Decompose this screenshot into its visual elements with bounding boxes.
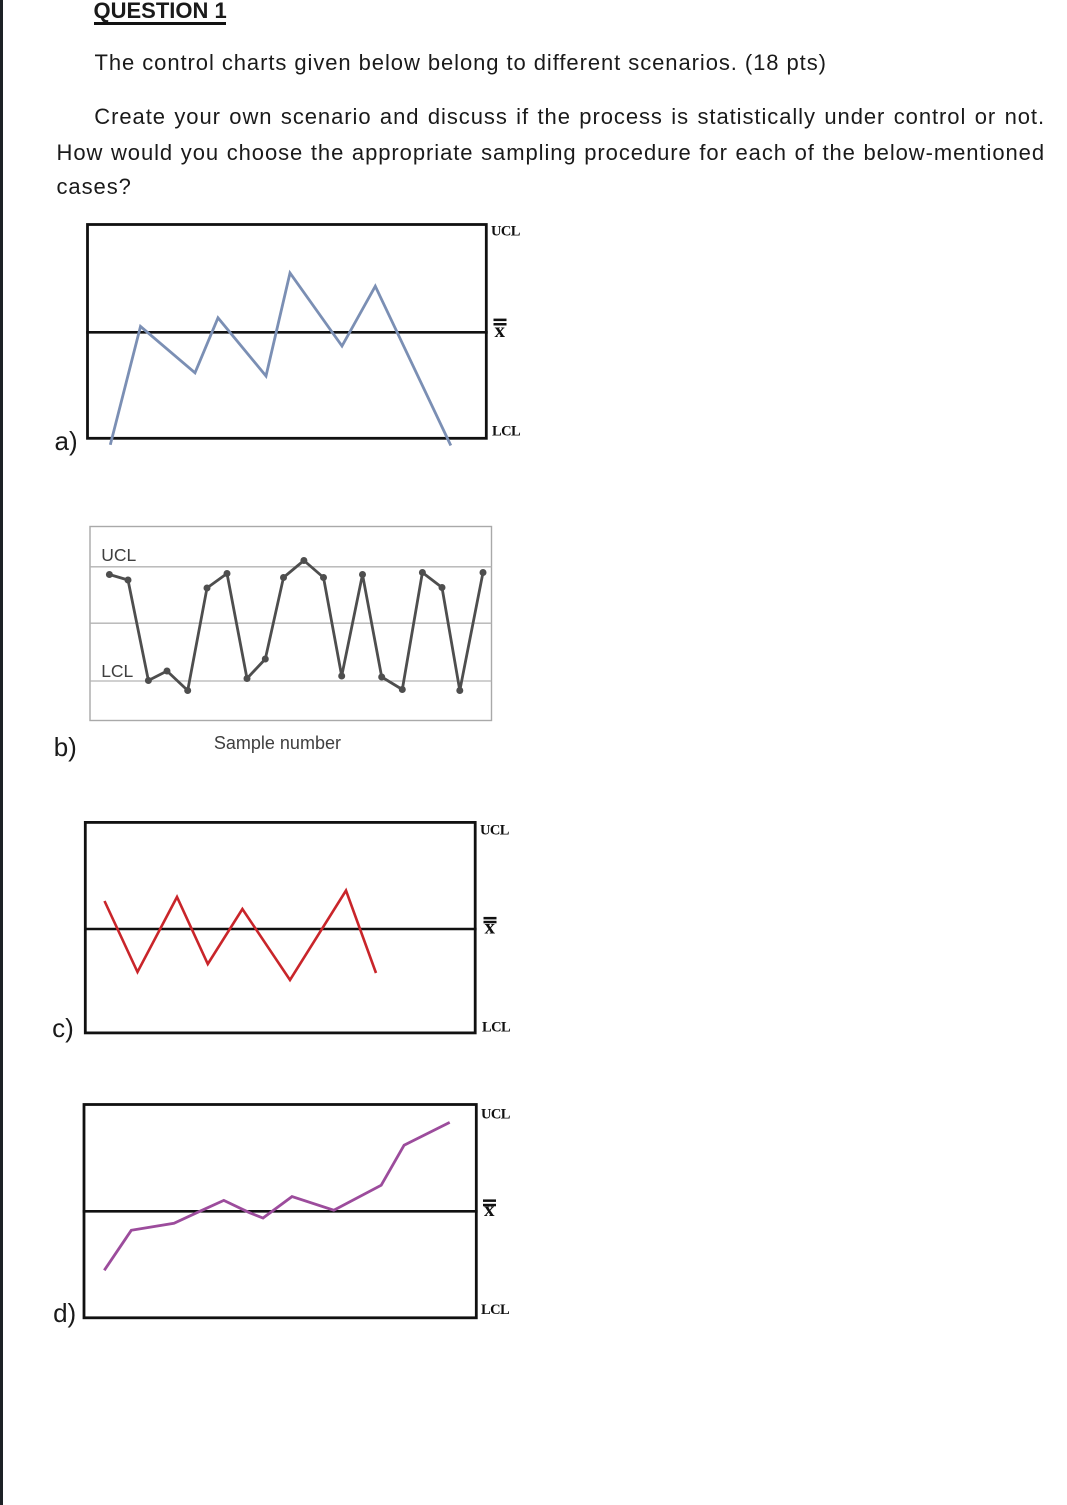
svg-text:x: x bbox=[485, 915, 496, 939]
svg-text:LCL: LCL bbox=[492, 423, 521, 439]
svg-text:LCL: LCL bbox=[481, 1302, 510, 1318]
svg-text:LCL: LCL bbox=[482, 1020, 511, 1036]
svg-text:UCL: UCL bbox=[491, 224, 521, 240]
svg-text:UCL: UCL bbox=[481, 1107, 511, 1123]
svg-text:x: x bbox=[495, 318, 506, 342]
svg-text:x: x bbox=[484, 1197, 495, 1221]
svg-text:UCL: UCL bbox=[480, 823, 510, 839]
